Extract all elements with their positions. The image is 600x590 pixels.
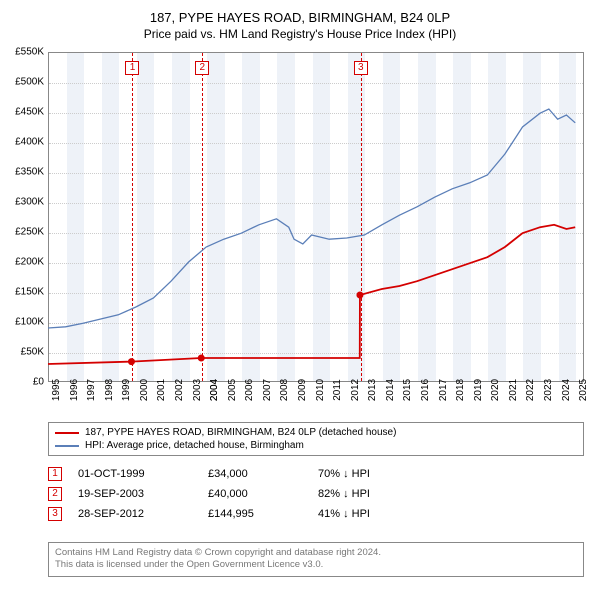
event-row: 2 19-SEP-2003£40,00082% ↓ HPI: [48, 484, 584, 504]
legend-label: HPI: Average price, detached house, Birm…: [85, 440, 304, 451]
event-date: 19-SEP-2003: [78, 488, 208, 500]
y-tick-label: £300K: [4, 197, 44, 208]
y-tick-label: £400K: [4, 137, 44, 148]
chart-area: 123 £0£50K£100K£150K£200K£250K£300K£350K…: [48, 52, 584, 382]
series-marker: [198, 355, 205, 362]
event-row: 1 01-OCT-1999£34,00070% ↓ HPI: [48, 464, 584, 484]
x-tick-label: 1998: [104, 379, 115, 401]
x-tick-label: 2002: [174, 379, 185, 401]
x-tick-label: 1997: [86, 379, 97, 401]
footnote-line2: This data is licensed under the Open Gov…: [55, 559, 577, 571]
event-price: £40,000: [208, 488, 318, 500]
event-price: £34,000: [208, 468, 318, 480]
x-tick-label: 2020: [490, 379, 501, 401]
x-tick-label: 2017: [438, 379, 449, 401]
x-tick-label: 2014: [385, 379, 396, 401]
event-delta: 70% ↓ HPI: [318, 468, 438, 480]
event-delta: 82% ↓ HPI: [318, 488, 438, 500]
x-tick-label: 2013: [367, 379, 378, 401]
x-tick-label: 2015: [402, 379, 413, 401]
x-tick-label: 2012: [350, 379, 361, 401]
y-tick-label: £150K: [4, 287, 44, 298]
y-tick-label: £50K: [4, 347, 44, 358]
event-date: 01-OCT-1999: [78, 468, 208, 480]
y-tick-label: £550K: [4, 47, 44, 58]
legend: 187, PYPE HAYES ROAD, BIRMINGHAM, B24 0L…: [48, 422, 584, 456]
x-tick-label: 2018: [455, 379, 466, 401]
x-tick-label: 1995: [51, 379, 62, 401]
event-date: 28-SEP-2012: [78, 508, 208, 520]
series-marker: [356, 292, 363, 299]
event-number: 2: [48, 487, 62, 501]
footnote: Contains HM Land Registry data © Crown c…: [48, 542, 584, 577]
x-tick-label: 2009: [297, 379, 308, 401]
y-tick-label: £350K: [4, 167, 44, 178]
x-tick-label: 2016: [420, 379, 431, 401]
event-row: 3 28-SEP-2012£144,99541% ↓ HPI: [48, 504, 584, 524]
series-marker: [128, 358, 135, 365]
x-tick-label: 2011: [332, 379, 343, 401]
x-tick-label: 2001: [156, 379, 167, 401]
event-number: 3: [48, 507, 62, 521]
y-tick-label: £250K: [4, 227, 44, 238]
x-tick-label: 2025: [578, 379, 589, 401]
footnote-line1: Contains HM Land Registry data © Crown c…: [55, 547, 577, 559]
x-tick-label: 2019: [473, 379, 484, 401]
x-tick-label: 2005: [227, 379, 238, 401]
x-tick-label: 2021: [508, 379, 519, 401]
event-price: £144,995: [208, 508, 318, 520]
x-tick-label: 2023: [543, 379, 554, 401]
legend-swatch: [55, 432, 79, 434]
x-tick-label: 2007: [262, 379, 273, 401]
x-tick-label: 2022: [525, 379, 536, 401]
events-table: 1 01-OCT-1999£34,00070% ↓ HPI 2 19-SEP-2003…: [48, 464, 584, 524]
series-hpi: [48, 109, 575, 328]
x-tick-label: 2006: [244, 379, 255, 401]
series-layer: [48, 52, 584, 382]
series-price_paid: [48, 225, 575, 364]
x-tick-label: 2000: [139, 379, 150, 401]
x-tick-label: 2004: [209, 379, 220, 401]
y-tick-label: £200K: [4, 257, 44, 268]
event-number: 1: [48, 467, 62, 481]
x-tick-label: 2003: [192, 379, 203, 401]
legend-row: HPI: Average price, detached house, Birm…: [55, 439, 577, 452]
y-tick-label: £450K: [4, 107, 44, 118]
legend-row: 187, PYPE HAYES ROAD, BIRMINGHAM, B24 0L…: [55, 426, 577, 439]
legend-swatch: [55, 445, 79, 447]
chart-title: 187, PYPE HAYES ROAD, BIRMINGHAM, B24 0L…: [0, 0, 600, 25]
x-tick-label: 2024: [561, 379, 572, 401]
x-tick-label: 1996: [69, 379, 80, 401]
event-delta: 41% ↓ HPI: [318, 508, 438, 520]
x-tick-label: 2008: [279, 379, 290, 401]
y-tick-label: £500K: [4, 77, 44, 88]
chart-subtitle: Price paid vs. HM Land Registry's House …: [0, 25, 600, 47]
legend-label: 187, PYPE HAYES ROAD, BIRMINGHAM, B24 0L…: [85, 427, 396, 438]
x-tick-label: 1999: [121, 379, 132, 401]
x-tick-label: 2010: [315, 379, 326, 401]
y-tick-label: £100K: [4, 317, 44, 328]
y-tick-label: £0: [4, 377, 44, 388]
